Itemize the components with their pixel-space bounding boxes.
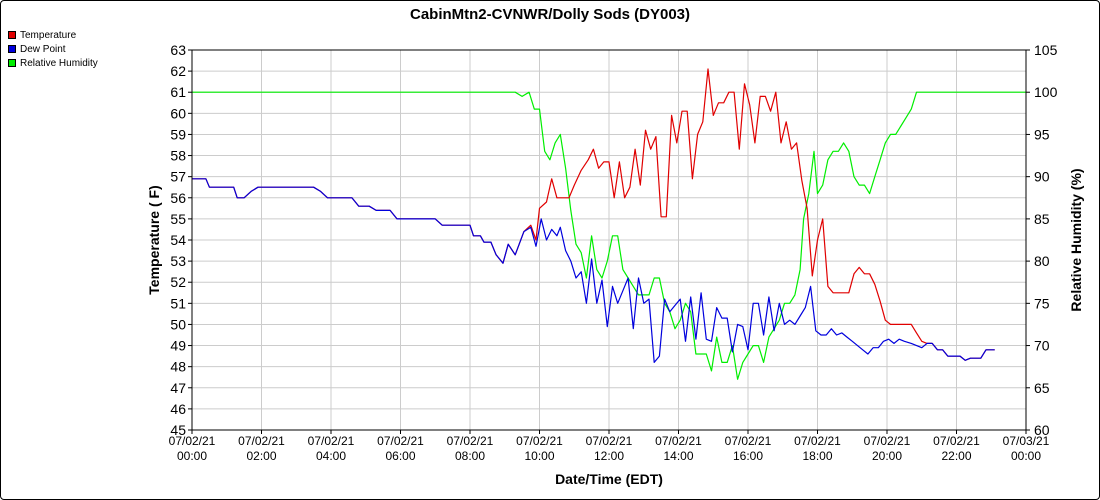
y-tick-label: 53 — [170, 253, 186, 269]
y2-axis-ticks: 60 65 70 75 80 85 90 95 100 105 — [1026, 42, 1058, 438]
x-tick-date: 07/02/21 — [794, 434, 841, 448]
y-tick-label: 56 — [170, 190, 186, 206]
x-tick-time: 02:00 — [246, 449, 276, 463]
x-tick-time: 14:00 — [663, 449, 693, 463]
legend-label-relative-humidity: Relative Humidity — [20, 57, 98, 69]
y-tick-label: 50 — [170, 316, 186, 332]
y-tick-label: 58 — [170, 148, 186, 164]
x-tick-date: 07/02/21 — [725, 434, 772, 448]
series-layer — [192, 68, 1026, 380]
grid — [191, 49, 1027, 431]
legend-item-relative-humidity: Relative Humidity — [8, 56, 98, 70]
y-axis-label: Temperature ( F) — [146, 185, 162, 294]
x-tick-time: 08:00 — [455, 449, 485, 463]
y2-tick-label: 80 — [1034, 253, 1050, 269]
x-tick-time: 20:00 — [872, 449, 902, 463]
y-tick-label: 46 — [170, 401, 186, 417]
legend-item-temperature: Temperature — [8, 28, 98, 42]
x-tick-date: 07/03/21 — [1003, 434, 1050, 448]
y2-tick-label: 70 — [1034, 338, 1050, 354]
y-tick-label: 47 — [170, 380, 186, 396]
x-tick-time: 00:00 — [1011, 449, 1041, 463]
y2-tick-label: 85 — [1034, 211, 1050, 227]
x-tick-time: 18:00 — [802, 449, 832, 463]
x-tick-time: 10:00 — [524, 449, 554, 463]
y2-tick-label: 95 — [1034, 126, 1050, 142]
x-tick-date: 07/02/21 — [238, 434, 285, 448]
legend-label-temperature: Temperature — [20, 29, 77, 41]
y-tick-label: 45 — [170, 422, 186, 438]
x-axis-ticks: 07/02/2100:0007/02/2102:0007/02/2104:000… — [169, 430, 1050, 463]
legend-item-dew-point: Dew Point — [8, 42, 98, 56]
x-tick-date: 07/02/21 — [516, 434, 563, 448]
x-tick-date: 07/02/21 — [933, 434, 980, 448]
chart-title: CabinMtn2-CVNWR/Dolly Sods (DY003) — [410, 6, 690, 23]
x-tick-date: 07/02/21 — [447, 434, 494, 448]
y2-tick-label: 60 — [1034, 422, 1050, 438]
y2-tick-label: 90 — [1034, 169, 1050, 185]
legend-swatch-dew-point — [8, 45, 16, 53]
x-tick-date: 07/02/21 — [308, 434, 355, 448]
x-axis-label: Date/Time (EDT) — [555, 471, 663, 487]
series-line-relative-humidity — [192, 91, 1026, 380]
y-tick-label: 60 — [170, 105, 186, 121]
y2-tick-label: 75 — [1034, 295, 1050, 311]
y2-tick-label: 65 — [1034, 380, 1050, 396]
x-tick-time: 04:00 — [316, 449, 346, 463]
y-tick-label: 54 — [170, 232, 186, 248]
y-axis-ticks: 45 46 47 48 49 50 51 52 53 54 55 56 57 58 59 60 61 62 63 — [170, 42, 192, 438]
series-line-dew-point — [192, 178, 995, 363]
x-tick-time: 06:00 — [385, 449, 415, 463]
legend-swatch-temperature — [8, 31, 16, 39]
x-tick-date: 07/02/21 — [169, 434, 216, 448]
y-tick-label: 63 — [170, 42, 186, 58]
y-tick-label: 48 — [170, 359, 186, 375]
y-tick-label: 62 — [170, 63, 186, 79]
y-tick-label: 51 — [170, 295, 186, 311]
y-tick-label: 55 — [170, 211, 186, 227]
legend-swatch-relative-humidity — [8, 59, 16, 67]
legend-label-dew-point: Dew Point — [20, 43, 66, 55]
x-tick-time: 22:00 — [941, 449, 971, 463]
x-tick-date: 07/02/21 — [864, 434, 911, 448]
y-tick-label: 57 — [170, 169, 186, 185]
x-tick-time: 00:00 — [177, 449, 207, 463]
y2-tick-label: 100 — [1034, 84, 1058, 100]
x-tick-date: 07/02/21 — [377, 434, 424, 448]
y2-axis-label: Relative Humidity (%) — [1068, 168, 1084, 311]
legend: Temperature Dew Point Relative Humidity — [8, 28, 98, 70]
y2-tick-label: 105 — [1034, 42, 1058, 58]
y-tick-label: 59 — [170, 126, 186, 142]
x-tick-time: 12:00 — [594, 449, 624, 463]
x-tick-date: 07/02/21 — [655, 434, 702, 448]
y-tick-label: 52 — [170, 274, 186, 290]
series-line-temperature — [192, 68, 995, 361]
x-tick-time: 16:00 — [733, 449, 763, 463]
y-tick-label: 61 — [170, 84, 186, 100]
y-tick-label: 49 — [170, 338, 186, 354]
x-tick-date: 07/02/21 — [586, 434, 633, 448]
